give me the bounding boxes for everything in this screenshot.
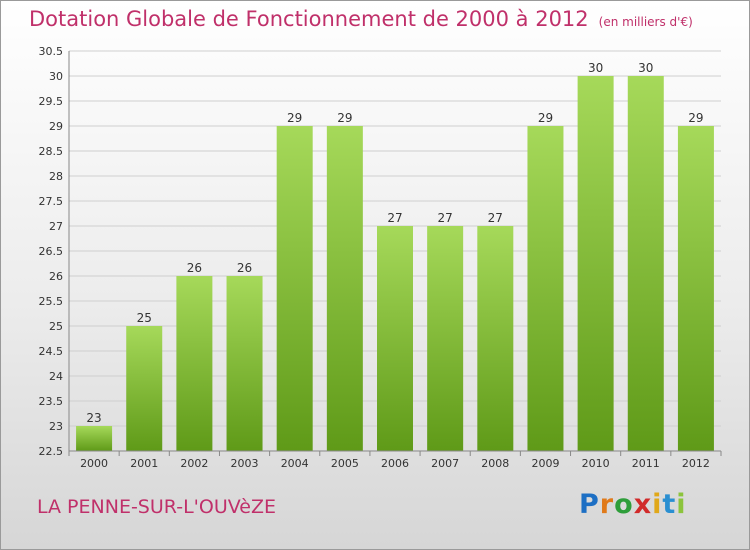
data-label: 30 (588, 61, 603, 75)
chart-title-text: Dotation Globale de Fonctionnement de 20… (29, 7, 589, 31)
data-label: 27 (488, 211, 503, 225)
x-tick-label: 2011 (632, 457, 660, 470)
y-tick-label: 30.5 (39, 45, 64, 58)
y-tick-label: 29.5 (39, 95, 64, 108)
x-tick-label: 2012 (682, 457, 710, 470)
y-axis-ticks: 22.5 23 23.5 24 24.5 25 25.5 26 26.5 27 27.5 28 28.5… (39, 45, 64, 458)
y-tick-label: 24.5 (39, 345, 64, 358)
bar-2005 (326, 126, 363, 451)
data-label: 25 (137, 311, 152, 325)
y-tick-label: 27 (49, 220, 63, 233)
bar-2006 (377, 226, 413, 451)
x-tick-label: 2008 (481, 457, 509, 470)
y-tick-label: 23.5 (39, 395, 64, 408)
x-axis-ticks: 2000 2001 2002 2003 2004 2005 2006 2007 2008 2009… (68, 451, 722, 470)
logo-letter: i (676, 489, 687, 520)
x-tick-label: 2007 (431, 457, 459, 470)
bar-2000 (76, 426, 113, 451)
data-label: 29 (287, 111, 302, 125)
y-tick-label: 26.5 (39, 245, 64, 258)
x-tick-label: 2010 (582, 457, 610, 470)
logo-letter: r (599, 489, 615, 520)
data-label: 29 (538, 111, 553, 125)
logo-letter: o (614, 489, 634, 520)
commune-name: LA PENNE-SUR-L'OUVèZE (37, 496, 276, 518)
x-tick-label: 2005 (331, 457, 359, 470)
proxiti-logo[interactable]: Proxiti (579, 489, 687, 520)
bars (76, 76, 714, 451)
logo-letter: x (633, 489, 653, 520)
y-tick-label: 28.5 (39, 145, 64, 158)
y-tick-label: 27.5 (39, 195, 64, 208)
y-tick-label: 22.5 (39, 445, 64, 458)
axes (68, 51, 721, 452)
bar-2001 (126, 326, 163, 451)
y-tick-label: 24 (49, 370, 63, 383)
y-tick-label: 25.5 (39, 295, 64, 308)
bar-2009 (527, 126, 564, 451)
data-label: 26 (237, 261, 252, 275)
bar-2002 (176, 276, 213, 451)
x-tick-label: 2002 (180, 457, 208, 470)
x-tick-label: 2003 (231, 457, 259, 470)
bar-2003 (226, 276, 263, 451)
y-tick-label: 30 (49, 70, 63, 83)
bar-2007 (427, 226, 464, 451)
x-tick-label: 2009 (531, 457, 559, 470)
y-tick-label: 23 (49, 420, 63, 433)
bar-2012 (677, 126, 714, 451)
chart-subtitle: (en milliers d'€) (598, 15, 693, 29)
bar-2011 (627, 76, 664, 451)
logo-letter: i (652, 489, 663, 520)
data-labels: 23 25 26 26 29 29 27 27 27 29 30 30 29 (86, 61, 703, 425)
logo-letter: t (662, 489, 677, 520)
x-tick-label: 2004 (281, 457, 309, 470)
y-tick-label: 28 (49, 170, 63, 183)
y-tick-label: 26 (49, 270, 63, 283)
bar-2008 (477, 226, 514, 451)
data-label: 27 (387, 211, 402, 225)
x-tick-label: 2006 (381, 457, 409, 470)
data-label: 30 (638, 61, 653, 75)
data-label: 29 (688, 111, 703, 125)
data-label: 26 (187, 261, 202, 275)
logo-letter: P (579, 489, 600, 520)
data-label: 27 (438, 211, 453, 225)
data-label: 29 (337, 111, 352, 125)
bar-2004 (276, 126, 313, 451)
chart-title: Dotation Globale de Fonctionnement de 20… (29, 7, 693, 31)
x-tick-label: 2000 (80, 457, 108, 470)
y-tick-label: 25 (49, 320, 63, 333)
data-label: 23 (86, 411, 101, 425)
bar-2010 (577, 76, 614, 451)
x-tick-label: 2001 (130, 457, 158, 470)
y-tick-label: 29 (49, 120, 63, 133)
